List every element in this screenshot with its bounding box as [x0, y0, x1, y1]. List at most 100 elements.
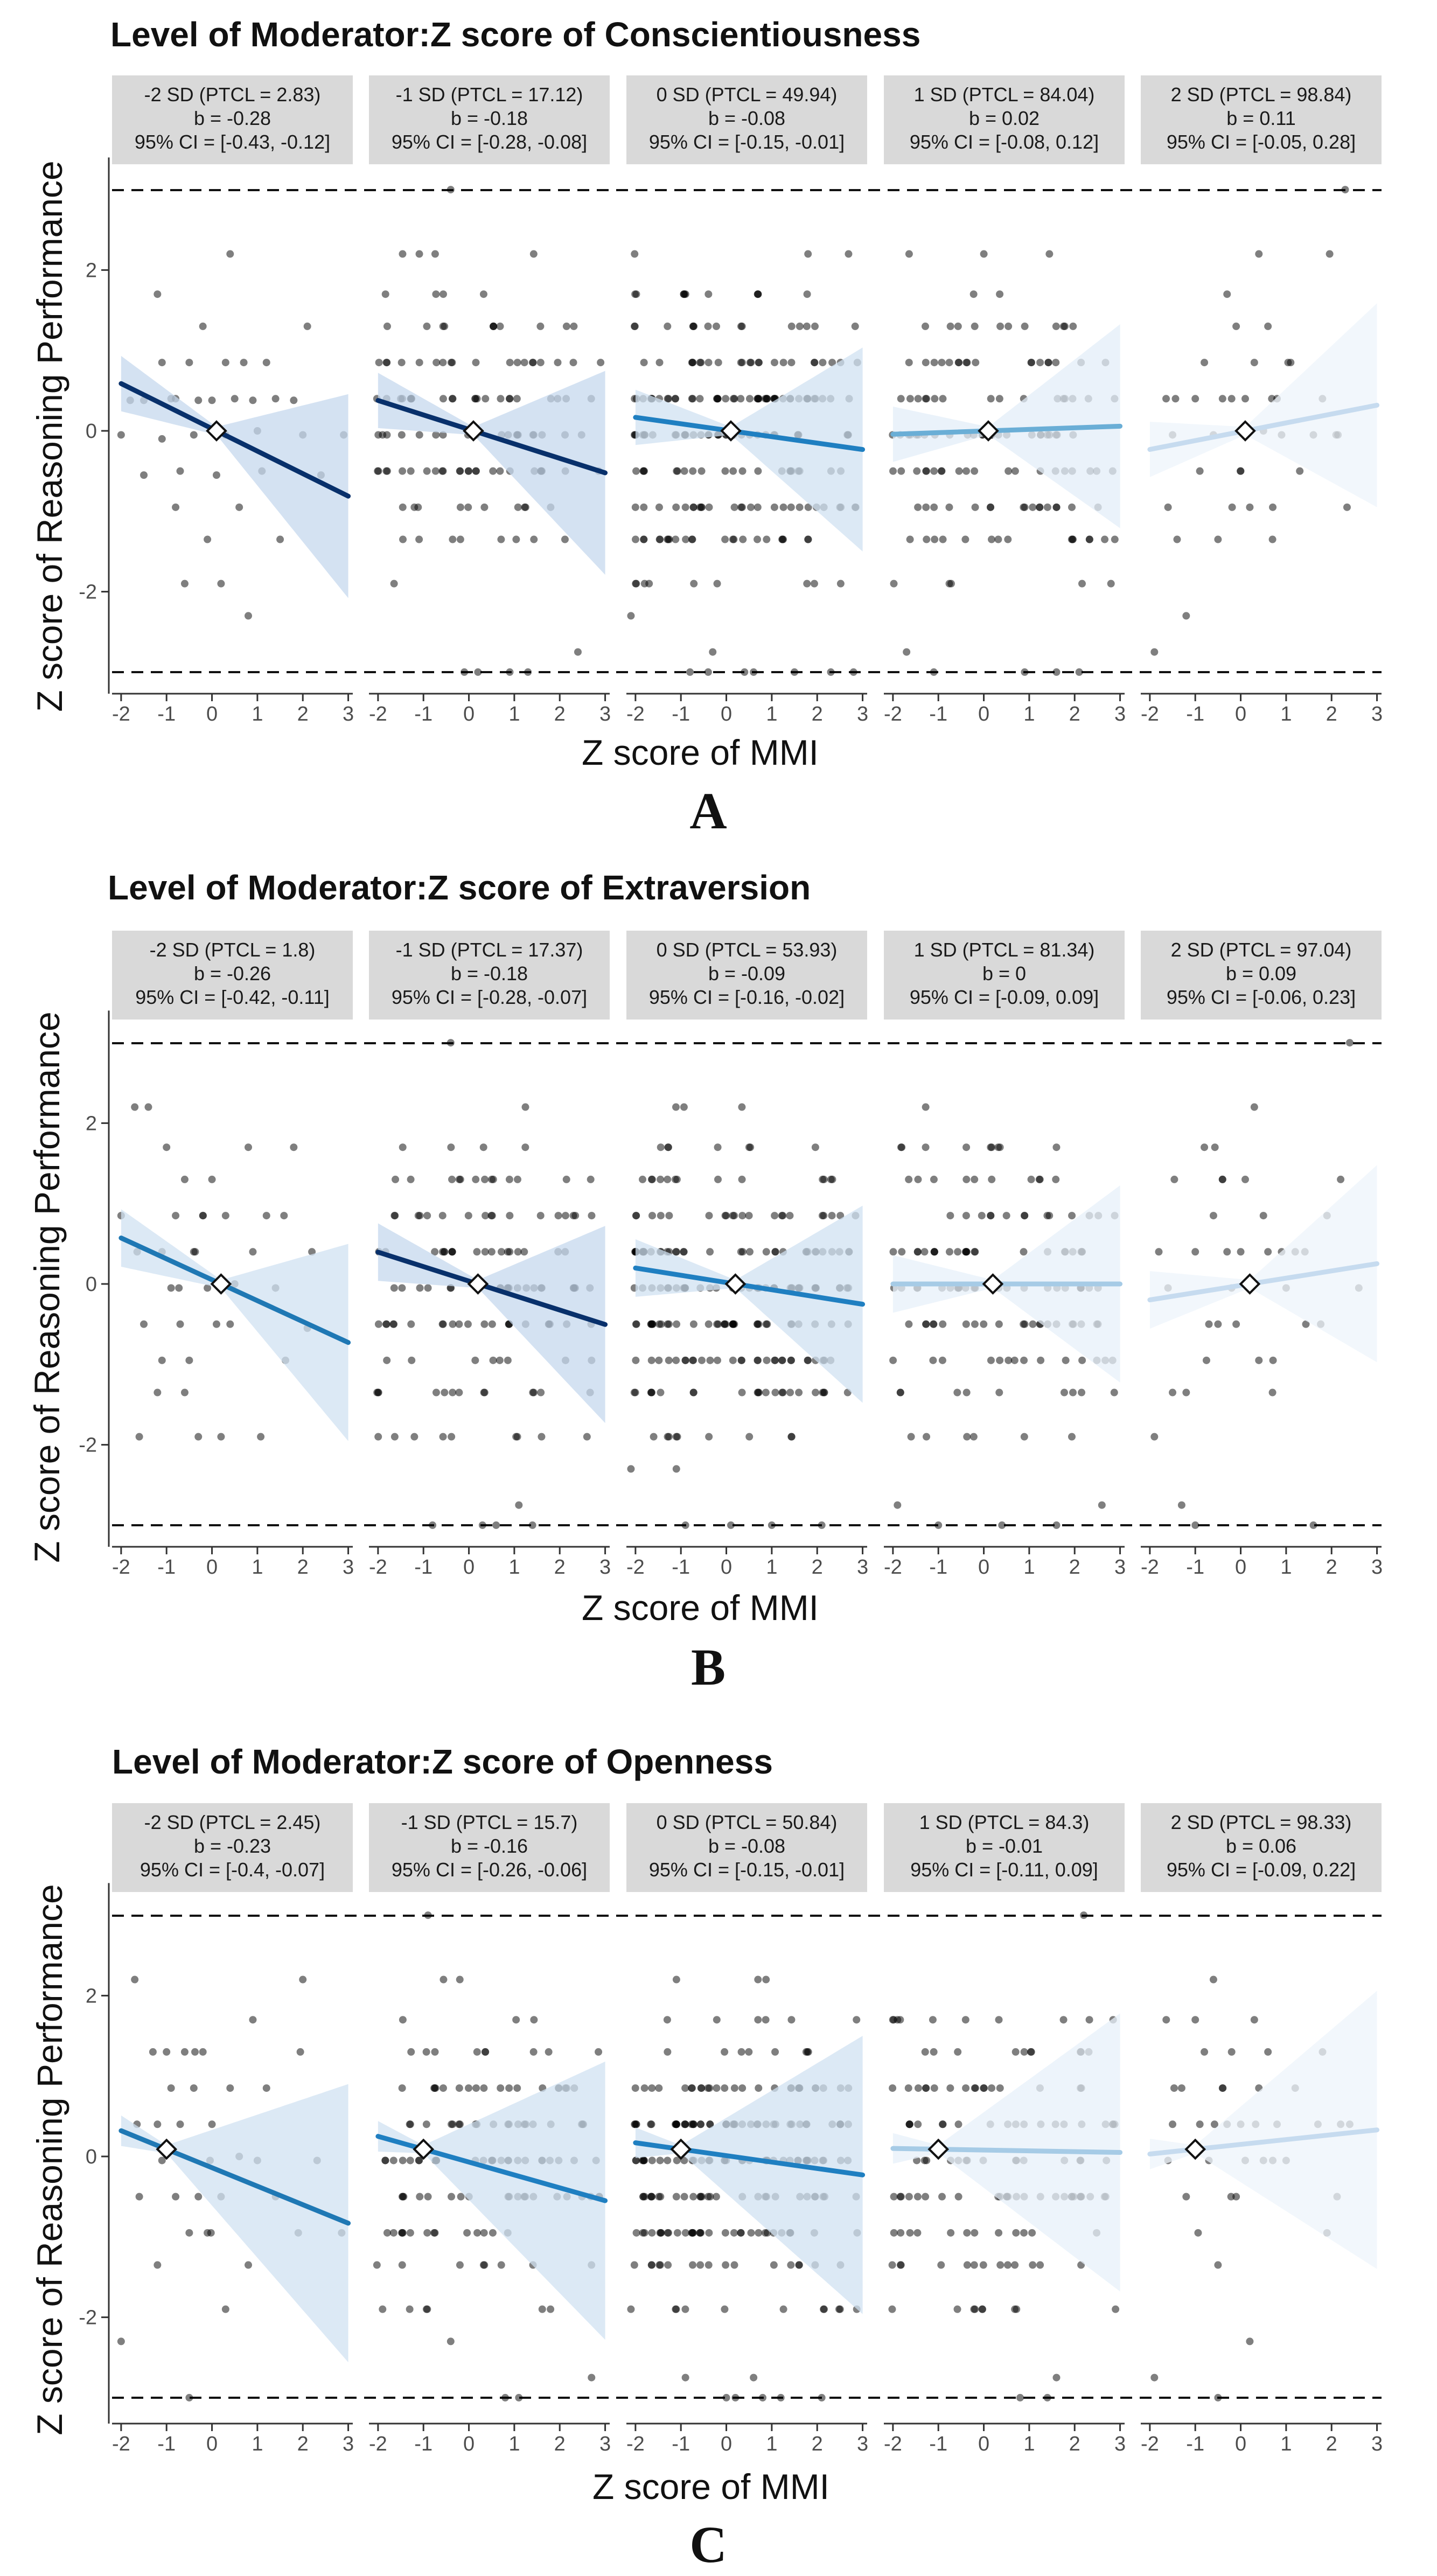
data-point: [655, 1356, 663, 1364]
x-tick-label: -2: [369, 2433, 387, 2455]
data-point: [657, 2229, 665, 2237]
data-point: [689, 2193, 697, 2201]
data-point: [673, 1175, 681, 1183]
data-point: [1011, 2305, 1019, 2313]
data-point: [630, 2261, 638, 2269]
x-tick-label: 0: [206, 1556, 218, 1579]
data-point: [1052, 322, 1060, 330]
data-point: [836, 2305, 844, 2313]
data-point: [664, 1175, 672, 1183]
data-point: [464, 1212, 472, 1220]
regression-line: [633, 1265, 866, 1307]
data-point: [439, 467, 447, 475]
data-point: [447, 186, 455, 194]
y-tick-label: -2: [79, 1434, 97, 1457]
x-tick-label: -2: [626, 703, 645, 725]
mean-marker: [206, 420, 227, 442]
data-point: [657, 1143, 665, 1151]
data-point: [431, 2084, 440, 2092]
x-tick-label: 0: [978, 703, 989, 725]
data-point: [1264, 1248, 1272, 1256]
data-point: [705, 1433, 713, 1441]
data-point: [1218, 1175, 1226, 1183]
facet-strip-line: -1 SD (PTCL = 15.7): [401, 1811, 578, 1833]
data-point: [972, 359, 980, 367]
data-point: [787, 503, 795, 511]
data-point: [249, 2016, 257, 2024]
data-point: [158, 2156, 166, 2165]
y-tick-label: 2: [86, 1985, 97, 2007]
data-point: [226, 2084, 234, 2092]
data-point: [481, 1248, 489, 1256]
data-point: [771, 1388, 779, 1397]
facet-strip-line: b = -0.18: [451, 107, 528, 129]
data-point: [750, 668, 758, 676]
data-point: [1169, 1388, 1177, 1397]
data-point: [461, 668, 469, 676]
regression-line: [633, 415, 866, 452]
x-tick-label: 2: [554, 2433, 566, 2455]
data-point: [890, 2193, 898, 2201]
data-point: [433, 359, 441, 367]
data-point: [946, 2084, 954, 2092]
data-point: [1264, 322, 1272, 330]
data-point: [672, 1356, 680, 1364]
data-point: [398, 2261, 406, 2269]
data-point: [414, 1212, 422, 1220]
data-point: [889, 1248, 897, 1256]
data-point: [513, 1433, 521, 1441]
data-point: [554, 359, 562, 367]
data-point: [795, 2261, 803, 2269]
data-point: [697, 503, 706, 511]
facet-strip-line: -2 SD (PTCL = 2.83): [144, 83, 321, 106]
data-point: [853, 2016, 861, 2024]
facet-strip: [369, 75, 610, 164]
data-point: [1150, 648, 1159, 656]
data-point: [995, 2016, 1003, 2024]
data-point: [1002, 1212, 1010, 1220]
facet-strip-line: 95% CI = [-0.15, -0.01]: [649, 131, 845, 153]
data-point: [432, 431, 440, 439]
facet-strip-line: b = -0.09: [708, 962, 785, 985]
data-point: [262, 2084, 270, 2092]
data-point: [1069, 1388, 1077, 1397]
data-point: [680, 1248, 688, 1256]
data-point: [779, 1388, 787, 1397]
data-point: [1228, 503, 1236, 511]
data-point: [969, 290, 978, 298]
data-point: [438, 1212, 447, 1220]
data-point: [836, 580, 845, 588]
data-point: [750, 2373, 758, 2382]
panel-a-title: Level of Moderator:Z score of Conscienti…: [110, 15, 920, 54]
data-point: [449, 1388, 457, 1397]
data-point: [474, 668, 482, 676]
x-tick-label: 3: [343, 1556, 354, 1579]
data-point: [978, 1212, 986, 1220]
data-point: [1078, 1388, 1086, 1397]
data-point: [754, 290, 762, 298]
confidence-band: [121, 1209, 348, 1441]
data-point: [804, 535, 812, 543]
data-point: [1150, 1433, 1159, 1441]
data-point: [697, 2084, 705, 2092]
data-point: [779, 359, 787, 367]
data-point: [954, 2120, 962, 2128]
data-point: [506, 1212, 514, 1220]
data-point: [648, 2229, 656, 2237]
x-tick-label: 3: [599, 703, 611, 725]
data-point: [406, 2120, 414, 2128]
data-point: [688, 535, 696, 543]
data-point: [970, 2305, 978, 2313]
data-point: [665, 1212, 673, 1220]
data-point: [513, 2084, 521, 2092]
x-tick-label: -2: [626, 2433, 645, 2455]
data-point: [704, 2193, 712, 2201]
facet-strip-line: 95% CI = [-0.15, -0.01]: [649, 1859, 845, 1881]
data-point: [536, 322, 545, 330]
data-point: [647, 2193, 655, 2201]
data-point: [390, 1212, 399, 1220]
data-point: [897, 2229, 905, 2237]
data-point: [432, 1388, 440, 1397]
data-point: [914, 395, 922, 403]
x-tick-label: 1: [252, 703, 263, 725]
